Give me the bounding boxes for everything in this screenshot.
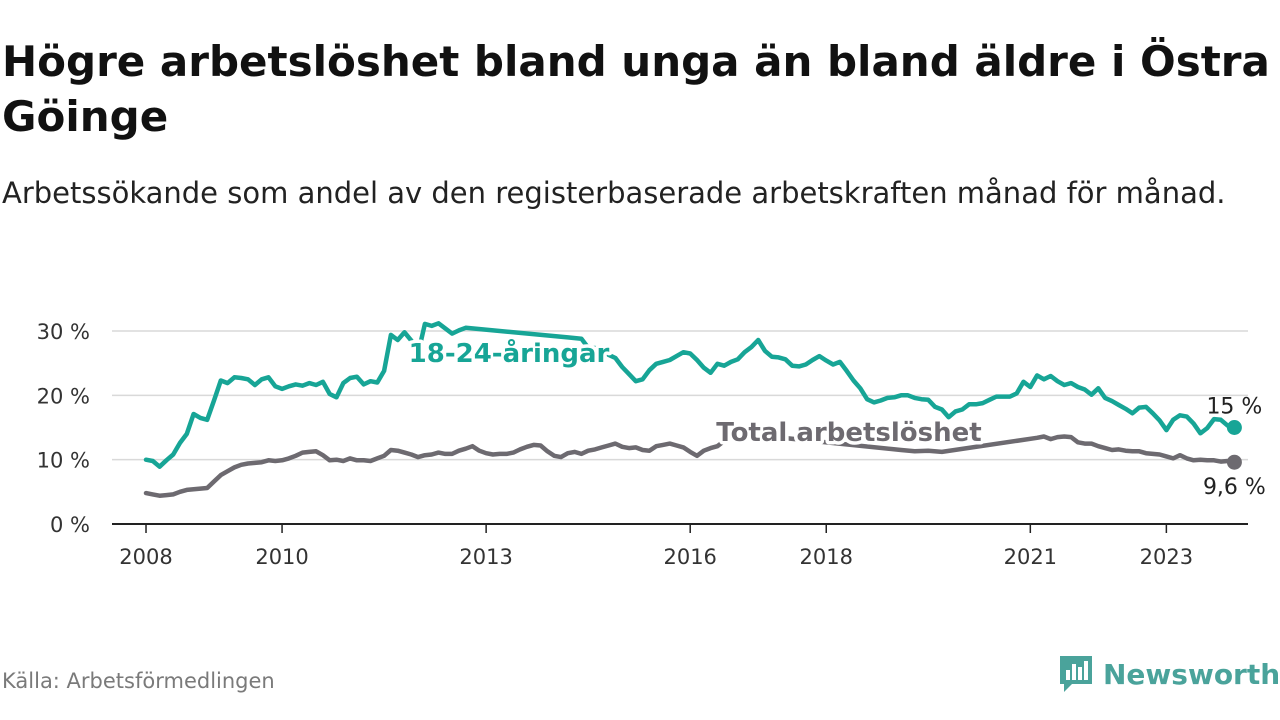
x-tick-label: 2016: [663, 545, 716, 569]
total-series-label: Total arbetslöshet: [716, 418, 981, 448]
brand-name: Newsworthy: [1103, 657, 1280, 691]
brand-logo[interactable]: Newsworthy: [1058, 654, 1280, 694]
page-subtitle: Arbetssökande som andel av den registerb…: [2, 176, 1226, 210]
x-tick-label: 2023: [1140, 545, 1193, 569]
x-tick-label: 2021: [1004, 545, 1057, 569]
newsworthy-logo-icon: [1060, 656, 1092, 692]
total-end-label: 9,6 %: [1203, 475, 1266, 500]
x-tick-label: 2013: [459, 545, 512, 569]
youth-end-label: 15 %: [1206, 395, 1262, 420]
source-text: Källa: Arbetsförmedlingen: [2, 669, 275, 693]
youth-series-label: 18-24-åringar: [409, 337, 610, 369]
y-tick-label: 20 %: [37, 384, 90, 408]
y-tick-label: 10 %: [37, 449, 90, 473]
x-tick-label: 2018: [800, 545, 853, 569]
total-end-marker: [1226, 454, 1242, 470]
y-tick-label: 0 %: [50, 513, 90, 537]
y-tick-label: 30 %: [37, 320, 90, 344]
page-title: Högre arbetslöshet bland unga än bland ä…: [2, 37, 1270, 141]
x-tick-label: 2008: [119, 545, 172, 569]
total-series-line: [143, 431, 1237, 498]
x-tick-label: 2010: [255, 545, 308, 569]
youth-series-line: [143, 321, 1237, 469]
youth-end-marker: [1226, 420, 1242, 435]
